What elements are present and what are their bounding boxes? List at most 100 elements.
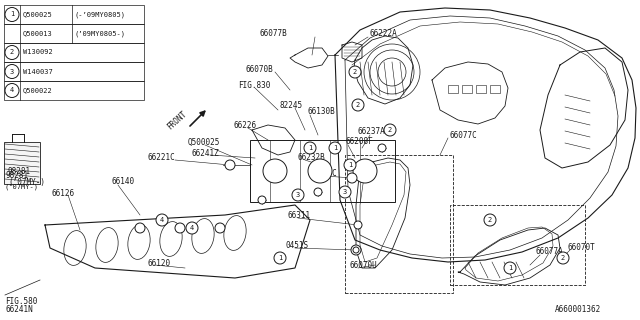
Text: 66208F: 66208F xyxy=(346,138,374,147)
Text: 1: 1 xyxy=(10,12,14,18)
Text: (’09MY0805-): (’09MY0805-) xyxy=(75,30,126,37)
Circle shape xyxy=(504,262,516,274)
Text: 0451S: 0451S xyxy=(285,241,308,250)
Bar xyxy=(462,85,472,93)
Circle shape xyxy=(263,159,287,183)
Text: A660001362: A660001362 xyxy=(555,306,601,315)
Bar xyxy=(4,142,40,184)
Circle shape xyxy=(339,186,351,198)
Bar xyxy=(4,5,144,24)
Text: 1: 1 xyxy=(508,265,512,271)
Bar xyxy=(490,85,500,93)
Text: (’07MY-): (’07MY-) xyxy=(8,178,45,187)
Circle shape xyxy=(557,252,569,264)
Text: 82245: 82245 xyxy=(280,101,303,110)
Circle shape xyxy=(156,214,168,226)
Text: 66226: 66226 xyxy=(233,121,256,130)
Circle shape xyxy=(186,222,198,234)
Circle shape xyxy=(329,142,341,154)
Text: 3: 3 xyxy=(10,68,14,75)
Text: 3: 3 xyxy=(296,192,300,198)
Circle shape xyxy=(344,159,356,171)
Text: 66253C: 66253C xyxy=(310,169,338,178)
Circle shape xyxy=(353,247,359,253)
Circle shape xyxy=(352,99,364,111)
Text: Q500013: Q500013 xyxy=(23,30,52,36)
Circle shape xyxy=(304,142,316,154)
Text: 66237A: 66237A xyxy=(358,127,386,137)
Circle shape xyxy=(135,223,145,233)
Circle shape xyxy=(5,45,19,60)
Text: 66140: 66140 xyxy=(112,178,135,187)
Text: 2: 2 xyxy=(388,127,392,133)
Text: Q500025: Q500025 xyxy=(188,138,220,147)
Circle shape xyxy=(306,144,314,152)
Circle shape xyxy=(225,160,235,170)
Text: FRONT: FRONT xyxy=(165,109,188,131)
Circle shape xyxy=(274,252,286,264)
Text: 66222A: 66222A xyxy=(370,29,397,38)
Circle shape xyxy=(351,245,361,255)
Circle shape xyxy=(5,65,19,78)
Text: 98281: 98281 xyxy=(5,171,28,180)
Text: 66311: 66311 xyxy=(288,211,311,220)
Text: 4: 4 xyxy=(10,87,14,93)
Text: 66077A: 66077A xyxy=(535,247,563,257)
Text: 4: 4 xyxy=(160,217,164,223)
Bar xyxy=(4,81,144,100)
Text: 66241N: 66241N xyxy=(5,306,33,315)
Text: W140037: W140037 xyxy=(23,68,52,75)
Text: 1: 1 xyxy=(333,145,337,151)
Text: 66126: 66126 xyxy=(52,188,75,197)
Circle shape xyxy=(175,223,185,233)
Circle shape xyxy=(292,189,304,201)
Text: FIG.580: FIG.580 xyxy=(5,298,37,307)
Text: 66241Z: 66241Z xyxy=(192,148,220,157)
Text: 66070U: 66070U xyxy=(350,260,378,269)
Text: 2: 2 xyxy=(356,102,360,108)
Bar xyxy=(450,205,585,285)
Circle shape xyxy=(349,66,361,78)
Text: 2: 2 xyxy=(488,217,492,223)
Text: 66070B: 66070B xyxy=(245,66,273,75)
Text: 2: 2 xyxy=(353,69,357,75)
Bar xyxy=(4,24,144,43)
Text: W130092: W130092 xyxy=(23,50,52,55)
Circle shape xyxy=(347,173,357,183)
Text: 3: 3 xyxy=(343,189,347,195)
Text: 98281: 98281 xyxy=(8,167,31,177)
Circle shape xyxy=(215,223,225,233)
Text: 66232B: 66232B xyxy=(298,153,326,162)
Text: 66077C: 66077C xyxy=(450,131,477,140)
Bar xyxy=(345,155,453,293)
Bar xyxy=(448,85,458,93)
Text: 66070T: 66070T xyxy=(568,244,596,252)
Circle shape xyxy=(378,144,386,152)
Text: FIG.830: FIG.830 xyxy=(238,81,270,90)
Text: 1: 1 xyxy=(278,255,282,261)
Text: 66221C: 66221C xyxy=(148,154,176,163)
Bar xyxy=(4,43,144,62)
Text: (-’09MY0805): (-’09MY0805) xyxy=(75,11,126,18)
Circle shape xyxy=(314,188,322,196)
Text: Q500025: Q500025 xyxy=(23,12,52,18)
Text: 1: 1 xyxy=(308,145,312,151)
Text: 2: 2 xyxy=(10,50,14,55)
Circle shape xyxy=(5,7,19,21)
Text: 66130B: 66130B xyxy=(308,108,336,116)
Text: Q500022: Q500022 xyxy=(23,87,52,93)
Text: 66077B: 66077B xyxy=(260,29,288,38)
Text: 4: 4 xyxy=(190,225,194,231)
Circle shape xyxy=(258,196,266,204)
Text: 1: 1 xyxy=(348,162,352,168)
Bar xyxy=(4,62,144,81)
Circle shape xyxy=(5,84,19,98)
Text: 66120: 66120 xyxy=(148,259,171,268)
Bar xyxy=(476,85,486,93)
Bar xyxy=(250,140,395,202)
Circle shape xyxy=(384,124,396,136)
Circle shape xyxy=(353,159,377,183)
Circle shape xyxy=(484,214,496,226)
Circle shape xyxy=(354,221,362,229)
Circle shape xyxy=(308,159,332,183)
